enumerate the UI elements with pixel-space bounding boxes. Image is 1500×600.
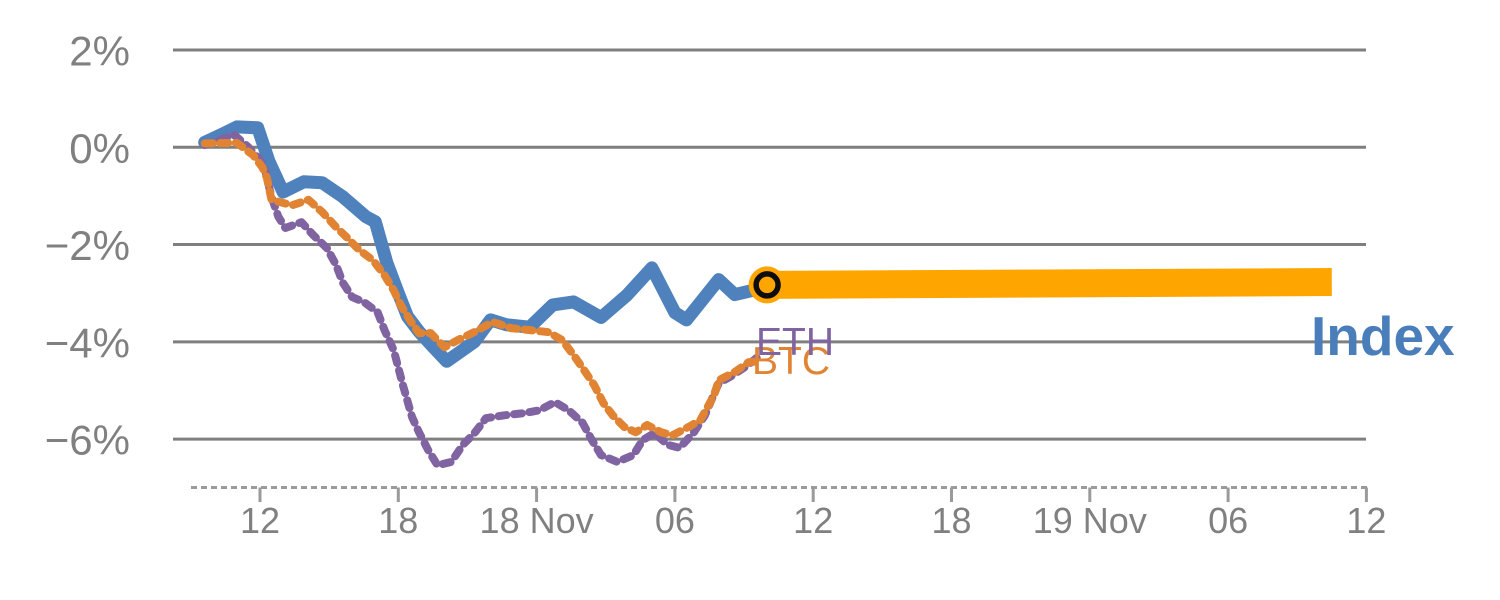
series-line-eth <box>200 131 765 470</box>
x-axis-tick-label: 12 <box>240 500 280 541</box>
series-line-index-projection <box>767 268 1332 299</box>
series-label-eth: ETH <box>756 321 834 364</box>
y-axis-tick-label: 2% <box>69 28 130 75</box>
y-axis-tick-label: −6% <box>45 417 130 464</box>
x-axis-tick-label: 12 <box>793 500 833 541</box>
x-axis-tick-label: 06 <box>1208 500 1248 541</box>
current-point-marker-ring <box>753 271 781 299</box>
x-axis-tick-label: 06 <box>655 500 695 541</box>
x-axis-tick-label: 19 Nov <box>1033 500 1147 541</box>
x-axis-tick-label: 18 <box>378 500 418 541</box>
x-axis-tick-label: 18 Nov <box>480 500 594 541</box>
y-axis-tick-label: −2% <box>45 222 130 269</box>
series-label-btc: BTC <box>752 340 830 383</box>
x-axis-tick-label: 18 <box>931 500 971 541</box>
series-line-index <box>198 120 774 368</box>
series-label-index: Index <box>1311 305 1455 367</box>
x-axis-tick-label: 12 <box>1346 500 1386 541</box>
series-line-btc <box>200 138 762 440</box>
y-axis-tick-label: −4% <box>45 319 130 366</box>
y-axis-tick-label: 0% <box>69 125 130 172</box>
